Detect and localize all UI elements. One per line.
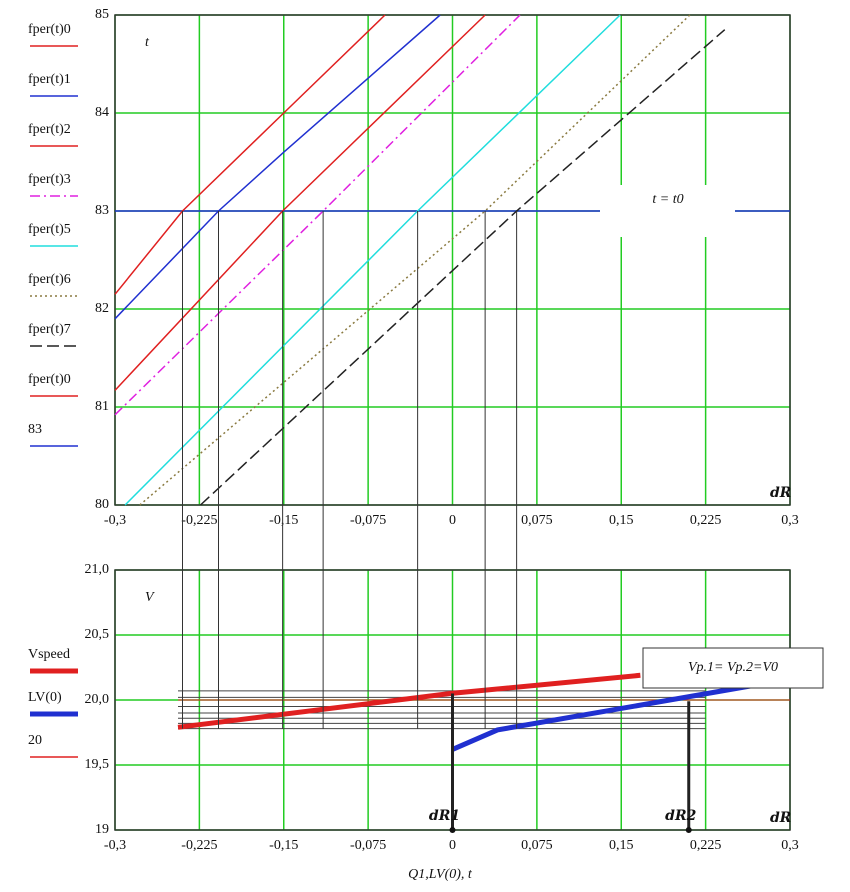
y-tick-label: 19 xyxy=(95,822,109,837)
annotation-box xyxy=(600,185,735,237)
y-tick-label: 82 xyxy=(95,301,109,316)
y-tick-label: 20,0 xyxy=(85,692,110,707)
x-tick-label: -0,075 xyxy=(350,513,386,528)
y-tick-label: 19,5 xyxy=(85,757,110,772)
y-tick-label: 83 xyxy=(95,203,109,218)
y-tick-label: 81 xyxy=(95,399,109,414)
data-line xyxy=(451,681,761,752)
x-tick-label: -0,3 xyxy=(104,838,126,853)
x-tick-label: 0,075 xyxy=(521,838,553,853)
plot-frame xyxy=(114,14,791,506)
legend-label: fper(t)5 xyxy=(28,222,71,237)
x-tick-label: -0,225 xyxy=(181,838,217,853)
x-tick-label: 0,225 xyxy=(690,838,722,853)
marker-dot xyxy=(685,827,692,833)
x-tick-label: 0 xyxy=(449,838,456,853)
y-tick-label: 21,0 xyxy=(85,562,110,577)
data-line xyxy=(177,672,641,730)
y-tick-label: 84 xyxy=(95,105,109,120)
legend-label: 83 xyxy=(28,422,42,437)
y-axis-label: V xyxy=(145,590,155,605)
x-tick-label: -0,15 xyxy=(269,838,298,853)
legend-label: Vspeed xyxy=(28,647,70,662)
y-tick-label: 20,5 xyxy=(85,627,110,642)
legend-label: 20 xyxy=(28,733,42,748)
x-tick-label: 0,3 xyxy=(781,513,799,528)
x-axis-label: dR xyxy=(770,485,791,501)
x-tick-label: -0,3 xyxy=(104,513,126,528)
marker-label: dR2 xyxy=(665,808,696,824)
legend-label: fper(t)3 xyxy=(28,172,71,187)
x-tick-label: 0,15 xyxy=(609,838,634,853)
annotation-box xyxy=(642,647,824,689)
y-tick-label: 80 xyxy=(95,497,109,512)
legend-label: LV(0) xyxy=(28,690,62,705)
legend-label: fper(t)0 xyxy=(28,372,71,387)
y-tick-label: 85 xyxy=(95,7,109,22)
x-tick-label: -0,15 xyxy=(269,513,298,528)
data-line xyxy=(114,14,441,320)
legend-label: fper(t)7 xyxy=(28,322,71,337)
annotation: Vp.1= Vp.2=V0 xyxy=(688,660,778,675)
x-tick-label: 0,075 xyxy=(521,513,553,528)
data-line xyxy=(114,14,386,295)
data-line xyxy=(139,14,691,506)
x-tick-label: -0,225 xyxy=(181,513,217,528)
x-axis-label: dR xyxy=(770,810,791,826)
legend-label: fper(t)2 xyxy=(28,122,71,137)
legend-label: fper(t)6 xyxy=(28,272,71,287)
marker-dot xyxy=(449,827,456,833)
x-tick-label: 0,15 xyxy=(609,513,634,528)
legend-label: fper(t)0 xyxy=(28,22,71,37)
x-tick-label: 0,225 xyxy=(690,513,722,528)
axis-title: Q1,LV(0), t xyxy=(408,867,473,882)
x-tick-label: 0,3 xyxy=(781,838,799,853)
legend-label: fper(t)1 xyxy=(28,72,71,87)
marker-label: dR1 xyxy=(429,808,460,824)
annotation: t = t0 xyxy=(652,192,683,207)
y-axis-label: t xyxy=(145,35,150,50)
x-tick-label: -0,075 xyxy=(350,838,386,853)
x-tick-label: 0 xyxy=(449,513,456,528)
